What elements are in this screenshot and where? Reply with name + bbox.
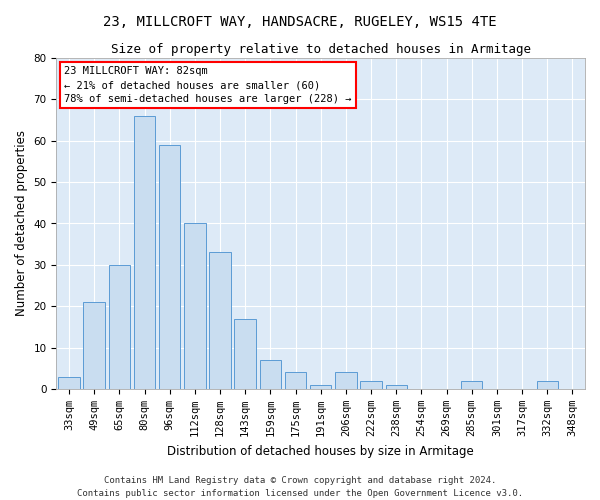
Bar (536, 380, 558, 389)
Bar (235, 318, 256, 389)
Bar (335, 372, 356, 389)
Y-axis label: Number of detached properties: Number of detached properties (15, 130, 28, 316)
Bar (58, 376, 80, 389)
Bar (134, 116, 155, 389)
Bar (461, 380, 482, 389)
Bar (109, 265, 130, 389)
Bar (285, 372, 306, 389)
Text: 23, MILLCROFT WAY, HANDSACRE, RUGELEY, WS15 4TE: 23, MILLCROFT WAY, HANDSACRE, RUGELEY, W… (103, 15, 497, 29)
Bar (361, 380, 382, 389)
Bar (310, 385, 331, 389)
X-axis label: Distribution of detached houses by size in Armitage: Distribution of detached houses by size … (167, 444, 474, 458)
Bar (83, 302, 105, 389)
Bar (260, 360, 281, 389)
Bar (184, 224, 206, 389)
Bar (209, 252, 231, 389)
Text: Contains HM Land Registry data © Crown copyright and database right 2024.
Contai: Contains HM Land Registry data © Crown c… (77, 476, 523, 498)
Title: Size of property relative to detached houses in Armitage: Size of property relative to detached ho… (111, 42, 531, 56)
Text: 23 MILLCROFT WAY: 82sqm
← 21% of detached houses are smaller (60)
78% of semi-de: 23 MILLCROFT WAY: 82sqm ← 21% of detache… (64, 66, 352, 104)
Bar (386, 385, 407, 389)
Bar (159, 145, 181, 389)
